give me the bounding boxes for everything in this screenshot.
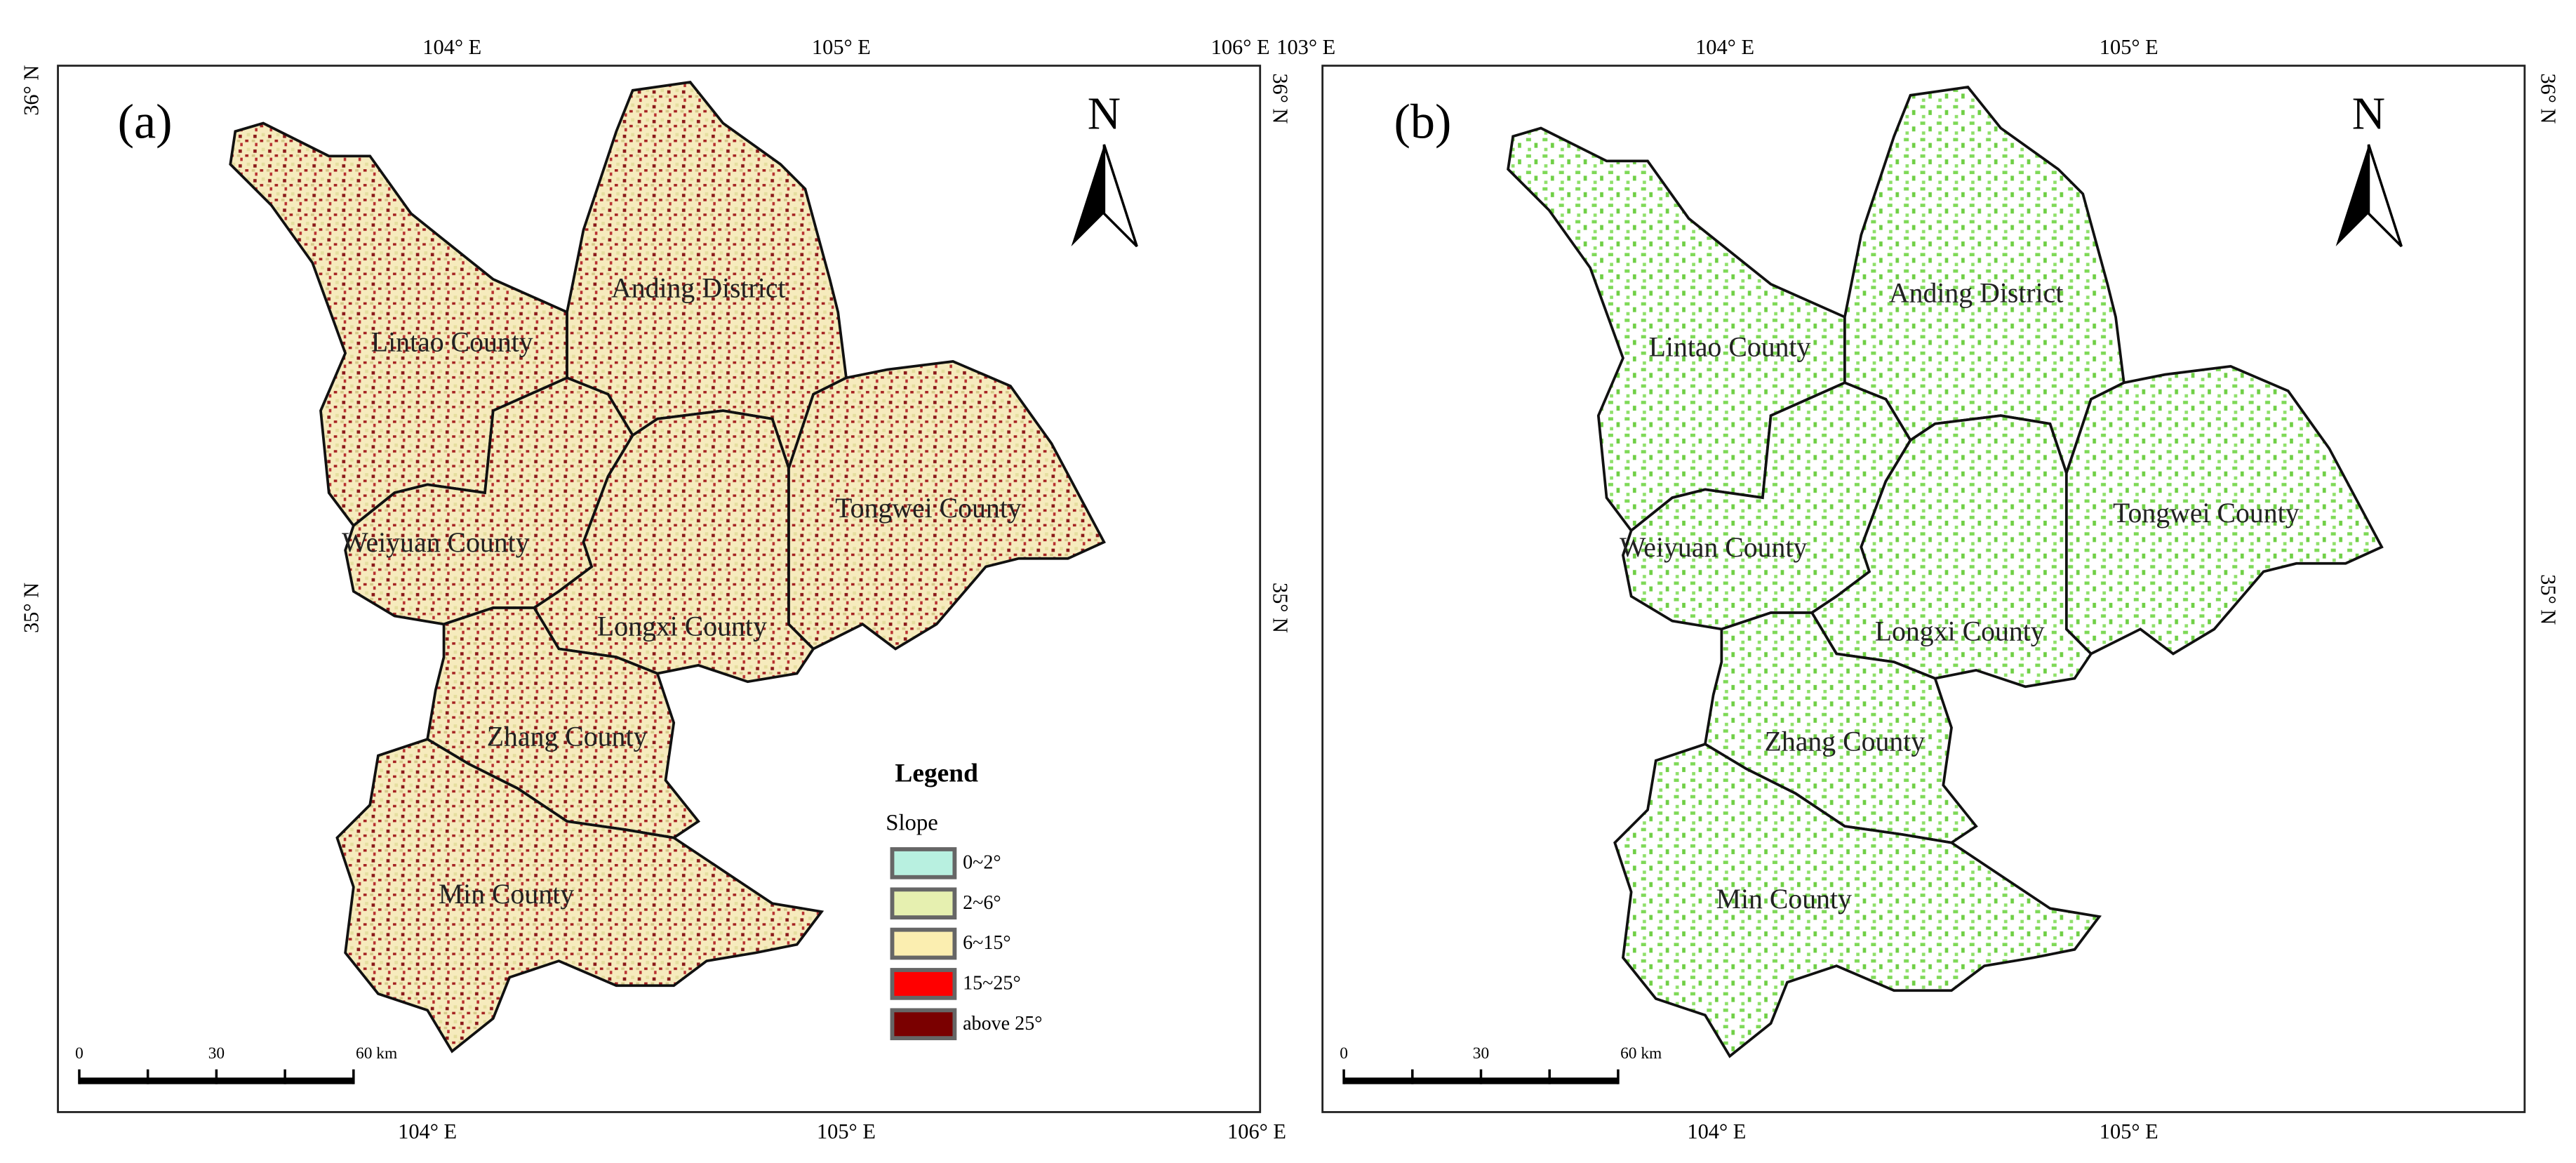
county-boundary (1810, 414, 2093, 689)
longitude-label: 105° E (2100, 1119, 2158, 1143)
legend-swatch (890, 927, 957, 960)
panel-label: (b) (1394, 94, 1451, 149)
legend-label: 2~6° (963, 892, 1001, 914)
scale-label: 60 km (356, 1044, 397, 1063)
panel-label: (a) (118, 94, 173, 149)
county-boundary (426, 606, 701, 839)
legend-swatch (890, 1008, 957, 1041)
legend-title: Legend (895, 759, 978, 787)
longitude-label: 104° E (422, 35, 481, 59)
legend-label: 6~15° (963, 932, 1011, 954)
longitude-label: 105° E (812, 35, 871, 59)
latitude-label: 36° N (19, 65, 43, 116)
county-label: Weiyuan County (342, 527, 530, 558)
county-label: Lintao County (371, 327, 533, 358)
map: Lintao County Anding District Weiyuan Coun… (1507, 86, 2384, 1058)
scale-label: 30 (1473, 1044, 1489, 1063)
latitude-label: 35° N (19, 583, 43, 633)
legend-subtitle: Slope (886, 810, 938, 835)
scale-label: 0 (1340, 1044, 1348, 1063)
longitude-label: 104° E (1687, 1119, 1746, 1143)
longitude-label: 105° E (2100, 35, 2158, 59)
county-boundary (2064, 364, 2384, 656)
legend-label: 0~2° (963, 851, 1001, 873)
north-arrow (1102, 144, 1138, 248)
latitude-label: 36° N (1268, 73, 1292, 124)
legend-swatch (890, 847, 957, 879)
county-label: Zhang County (1765, 726, 1926, 757)
county-boundary (335, 738, 825, 1054)
county-boundary (1703, 611, 1978, 844)
latitude-label: 35° N (2536, 574, 2560, 625)
longitude-label: 103° E (1276, 35, 1335, 59)
legend-swatch (890, 887, 957, 920)
longitude-label: 106° E (1211, 35, 1270, 59)
legend-label: above 25° (963, 1013, 1042, 1035)
longitude-label: 106° E (1227, 1119, 1286, 1143)
panel-frame (1321, 65, 2526, 1113)
legend-swatch (890, 968, 957, 1000)
county-label: Tongwei County (2113, 498, 2300, 529)
scale-label: 60 km (1620, 1044, 1662, 1063)
county-label: Anding District (611, 272, 786, 303)
north-arrow (2335, 144, 2369, 247)
north-label: N (1088, 89, 1121, 140)
county-label: Lintao County (1649, 332, 1811, 363)
county-label: Longxi County (597, 611, 767, 642)
map: Lintao County Anding District Weiyuan Coun… (229, 81, 1106, 1054)
legend-label: 15~25° (963, 973, 1021, 995)
county-label: Tongwei County (835, 493, 1022, 524)
longitude-label: 105° E (817, 1119, 876, 1143)
county-label: Min County (1716, 884, 1852, 915)
county-label: Anding District (1889, 277, 2064, 308)
scale-label: 30 (208, 1044, 225, 1063)
county-boundary (787, 359, 1106, 651)
north-arrow (2367, 144, 2403, 248)
latitude-label: 35° N (1268, 583, 1292, 633)
latitude-label: 36° N (2536, 73, 2560, 124)
scale-label: 0 (75, 1044, 84, 1063)
county-label: Weiyuan County (1620, 532, 1808, 563)
north-arrow (1071, 144, 1105, 247)
longitude-label: 104° E (1695, 35, 1754, 59)
north-label: N (2352, 89, 2385, 140)
panel-frame (57, 65, 1262, 1113)
county-label: Zhang County (487, 721, 648, 752)
county-boundary (532, 409, 815, 684)
longitude-label: 104° E (398, 1119, 457, 1143)
county-label: Min County (439, 879, 574, 910)
county-boundary (1613, 743, 2102, 1058)
county-label: Longxi County (1875, 616, 2045, 647)
